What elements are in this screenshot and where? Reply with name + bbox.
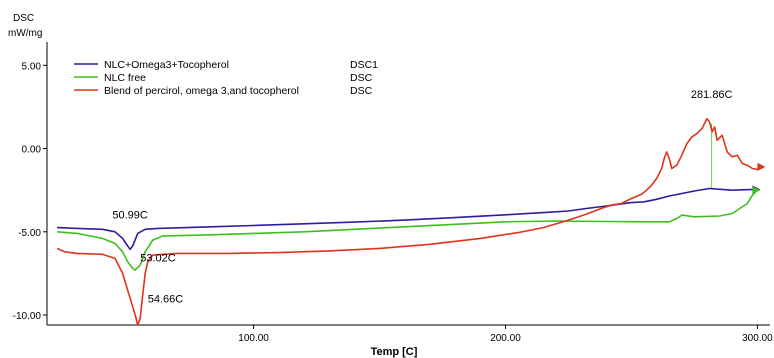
y-tick-label: -10.00 <box>13 311 42 322</box>
legend-label: NLC free <box>104 72 146 84</box>
series-end-marker-2 <box>752 186 761 195</box>
series-line-1 <box>57 187 758 251</box>
legend-tag: DSC1 <box>350 59 378 71</box>
x-axis-label: Temp [C] <box>371 346 418 358</box>
y-tick-label: 0.00 <box>22 145 42 156</box>
legend-label: NLC+Omega3+Tocopherol <box>104 59 229 71</box>
peak-annotation: 53.02C <box>140 253 176 265</box>
peak-annotation: 54.66C <box>148 294 184 306</box>
series-line-3 <box>56 117 763 326</box>
x-tick-label: 300.00 <box>742 333 773 344</box>
legend-label: Blend of percirol, omega 3,and tocophero… <box>104 85 299 97</box>
y-axis-label-line1: DSC <box>13 13 34 24</box>
annotation-layer: 50.99C 53.02C 54.66C 281.86C <box>112 89 732 306</box>
series-line-2 <box>57 189 758 271</box>
legend-tag: DSC <box>350 85 373 97</box>
y-axis-label-line2: mW/mg <box>8 28 42 39</box>
peak-annotation: 281.86C <box>691 89 733 101</box>
peak-annotation: 50.99C <box>112 209 148 221</box>
legend-tag: DSC <box>350 72 373 84</box>
series-end-marker-3 <box>757 162 766 171</box>
x-tick-label: 200.00 <box>490 333 521 344</box>
axes-layer: 5.00 0.00 -5.00 -10.00 100.00 200.00 300.00 <box>13 42 773 344</box>
y-tick-label: 5.00 <box>22 61 42 72</box>
series-layer <box>56 117 766 326</box>
x-tick-label: 100.00 <box>238 333 269 344</box>
legend: NLC+Omega3+Tocopherol DSC1 NLC free DSC Blen… <box>74 59 378 97</box>
y-tick-label: -5.00 <box>18 228 41 239</box>
